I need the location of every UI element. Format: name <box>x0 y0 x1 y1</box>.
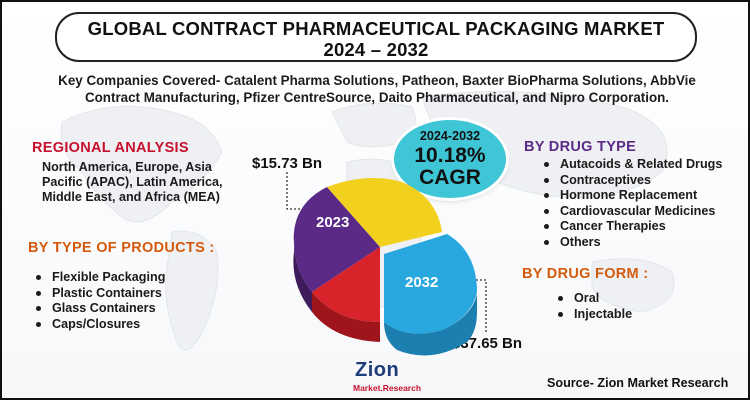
regional-analysis-text: North America, Europe, Asia Pacific (APA… <box>42 160 223 204</box>
key-companies-line-1: Key Companies Covered- Catalent Pharma S… <box>58 73 696 88</box>
cagr-period: 2024-2032 <box>419 129 481 143</box>
pie-label-start: 2023 <box>316 214 349 231</box>
title-line-2: 2024 – 2032 <box>323 39 429 60</box>
pie-depth-red <box>312 292 380 342</box>
list-item: Cardiovascular Medicines <box>542 204 722 220</box>
products-list: Flexible Packaging Plastic Containers Gl… <box>34 270 165 332</box>
leader-line-end <box>472 279 487 334</box>
drug-type-heading: BY DRUG TYPE <box>524 139 637 155</box>
pie-slice-cyan <box>384 234 477 334</box>
logo-wordmark: Zion <box>355 359 400 381</box>
pie-depth-cyan <box>384 294 477 356</box>
list-item: Glass Containers <box>34 301 165 317</box>
list-item: Injectable <box>556 307 632 323</box>
source-text: Source- Zion Market Research <box>547 376 729 390</box>
pie-depth-purple <box>293 232 312 312</box>
list-item: Cancer Therapies <box>542 219 722 235</box>
title-banner: GLOBAL CONTRACT PHARMACEUTICAL PACKAGING… <box>55 12 697 62</box>
drug-form-heading: BY DRUG FORM : <box>522 266 649 282</box>
market-pie-graphic: 2023 2032 <box>286 172 487 356</box>
list-item: Caps/Closures <box>34 317 165 333</box>
list-item: Others <box>542 235 722 251</box>
leader-line-start <box>286 172 320 210</box>
market-value-end: $37.65 Bn <box>452 335 523 352</box>
products-heading: BY TYPE OF PRODUCTS : <box>28 240 215 256</box>
pie-slice-purple <box>293 187 380 292</box>
market-value-start: $15.73 Bn <box>252 155 323 172</box>
title-line-1: GLOBAL CONTRACT PHARMACEUTICAL PACKAGING… <box>87 18 665 39</box>
logo: Zion Market.Research <box>347 359 427 397</box>
cagr-badge: 2024-2032 10.18% CAGR <box>394 120 506 198</box>
list-item: Oral <box>556 291 632 307</box>
cagr-value: 10.18% <box>414 144 486 167</box>
pie-slice-red <box>312 247 380 322</box>
list-item: Hormone Replacement <box>542 188 722 204</box>
drug-form-list: Oral Injectable <box>556 291 632 322</box>
cagr-label: CAGR <box>419 166 481 189</box>
drug-type-list: Autacoids & Related Drugs Contraceptives… <box>542 157 722 250</box>
key-companies-text: Key Companies Covered- Catalent Pharma S… <box>12 72 742 106</box>
logo-subtitle: Market.Research <box>353 383 422 393</box>
key-companies-line-2: Contract Manufacturing, Pfizer CentreSou… <box>84 90 670 105</box>
list-item: Contraceptives <box>542 173 722 189</box>
list-item: Flexible Packaging <box>34 270 165 286</box>
list-item: Plastic Containers <box>34 286 165 302</box>
pie-label-end: 2032 <box>405 274 438 291</box>
list-item: Autacoids & Related Drugs <box>542 157 722 173</box>
pie-slice-yellow <box>327 178 442 247</box>
regional-analysis-heading: REGIONAL ANALYSIS <box>32 140 189 156</box>
